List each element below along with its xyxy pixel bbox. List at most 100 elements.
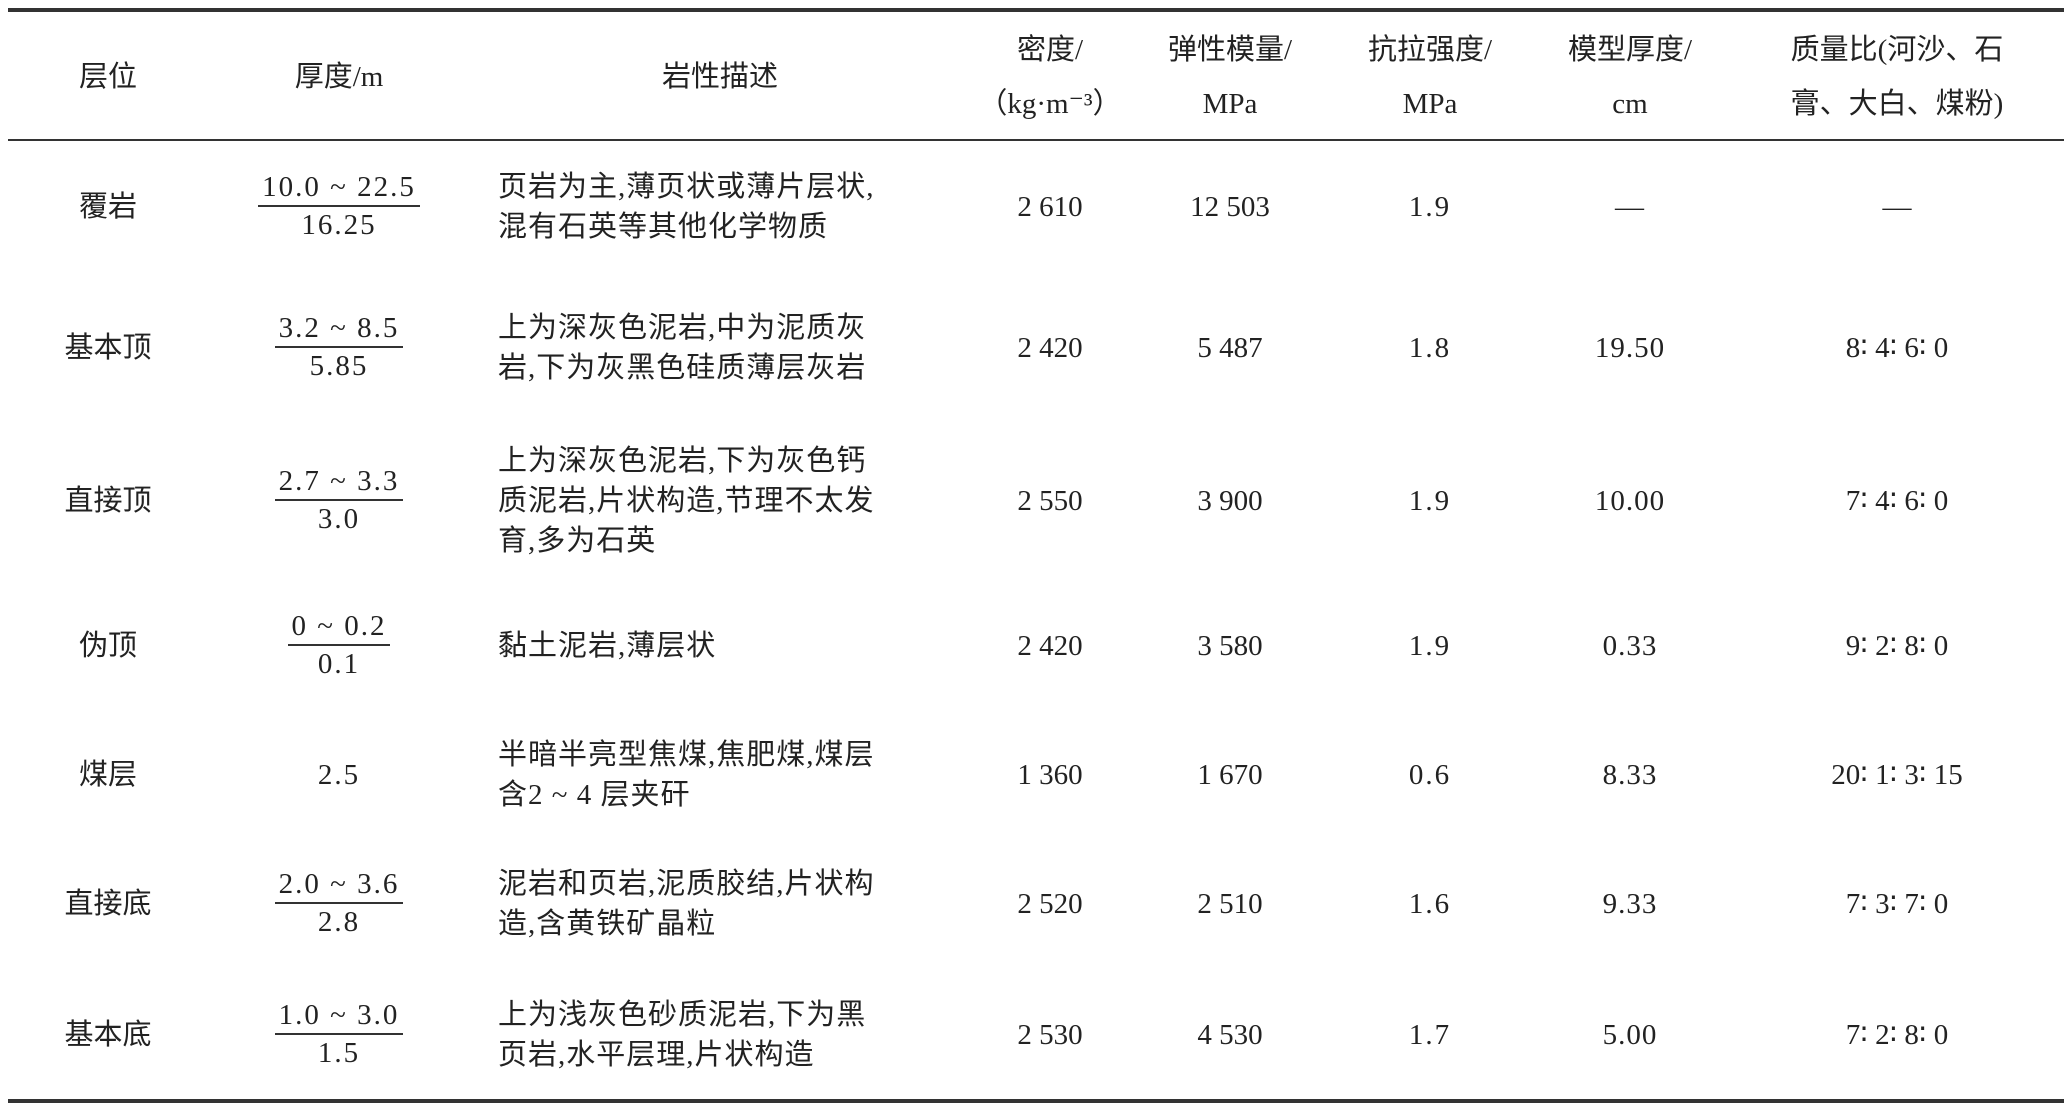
header-elastic-modulus-line: 弹性模量/ — [1167, 33, 1293, 66]
elastic-modulus-cell: 12 503 — [1190, 191, 1270, 223]
density-cell: 2 420 — [1017, 630, 1083, 662]
model-thickness-cell: 5.00 — [1602, 1019, 1658, 1051]
header-model-thickness: 模型厚度/cm — [1530, 13, 1730, 140]
thickness-cell: 2.7 ~ 3.3 3.0 — [208, 422, 470, 580]
tensile-strength-cell: 1.9 — [1408, 630, 1452, 662]
header-thickness-line: 厚度/m — [294, 60, 384, 93]
header-elastic-modulus: 弹性模量/MPa — [1130, 13, 1330, 140]
thickness-range: 1.0 ~ 3.0 — [274, 997, 404, 1035]
lithology-cell: 上为深灰色泥岩,下为灰色钙质泥岩,片状构造,节理不太发育,多为石英 — [498, 445, 875, 557]
header-tensile-strength-line: MPa — [1402, 87, 1458, 120]
elastic-modulus-cell: 4 530 — [1197, 1019, 1263, 1051]
thickness-average: 5.85 — [309, 350, 369, 382]
thickness-fraction: 2.0 ~ 3.6 2.8 — [274, 866, 404, 940]
header-model-thickness-line: cm — [1612, 87, 1648, 120]
elastic-modulus-cell: 2 510 — [1197, 887, 1263, 920]
mass-ratio-cell: 20∶ 1∶ 3∶ 15 — [1831, 758, 1963, 791]
density-cell: 1 360 — [1017, 758, 1083, 791]
model-thickness-cell: 9.33 — [1602, 887, 1658, 920]
tensile-strength-cell: 1.9 — [1408, 191, 1452, 223]
elastic-modulus-cell: 1 670 — [1197, 758, 1263, 791]
mass-ratio-cell: 7∶ 4∶ 6∶ 0 — [1845, 485, 1949, 517]
header-density: 密度/ （kg·m⁻³） — [970, 13, 1130, 140]
thickness-cell: 2.0 ~ 3.6 2.8 — [208, 837, 470, 970]
table-row: 覆岩 10.0 ~ 22.5 16.25 页岩为主,薄页状或薄片层状,混有石英等其他化… — [8, 140, 2064, 274]
mass-ratio-cell: 7∶ 2∶ 8∶ 0 — [1845, 1019, 1949, 1051]
model-thickness-cell: 19.50 — [1594, 332, 1666, 364]
thickness-cell: 1.0 ~ 3.0 1.5 — [208, 970, 470, 1100]
lithology-cell: 页岩为主,薄页状或薄片层状,混有石英等其他化学物质 — [498, 171, 875, 243]
thickness-average: 16.25 — [301, 209, 377, 241]
header-layer: 层位 — [8, 13, 208, 140]
thickness-average: 0.1 — [317, 648, 361, 680]
bottom-rule — [8, 1099, 2064, 1103]
header-mass-ratio-line: 质量比(河沙、石 — [1790, 33, 2004, 66]
thickness-range: 2.7 ~ 3.3 — [274, 463, 404, 501]
header-elastic-modulus-line: MPa — [1202, 87, 1258, 120]
thickness-cell: 10.0 ~ 22.5 16.25 — [208, 140, 470, 274]
thickness-average: 1.5 — [317, 1037, 361, 1069]
thickness-range: 3.2 ~ 8.5 — [274, 310, 404, 348]
tensile-strength-cell: 1.8 — [1408, 332, 1452, 364]
thickness-cell: 2.5 — [317, 758, 361, 791]
table-row: 煤层 2.5 半暗半亮型焦煤,焦肥煤,煤层含2 ~ 4 层夹矸 1 360 1 670 0… — [8, 712, 2064, 837]
elastic-modulus-cell: 5 487 — [1197, 332, 1263, 364]
thickness-fraction: 0 ~ 0.2 0.1 — [287, 608, 391, 682]
elastic-modulus-cell: 3 900 — [1197, 485, 1263, 517]
lithology-cell: 半暗半亮型焦煤,焦肥煤,煤层含2 ~ 4 层夹矸 — [498, 738, 875, 811]
header-density-line: 密度/ — [1016, 33, 1084, 66]
model-thickness-cell: — — [1615, 191, 1645, 223]
lithology-cell: 上为浅灰色砂质泥岩,下为黑页岩,水平层理,片状构造 — [498, 999, 867, 1071]
layer-cell: 基本底 — [64, 1019, 152, 1051]
tensile-strength-cell: 0.6 — [1408, 758, 1452, 791]
header-row: 层位 厚度/m 岩性描述 密度/（kg·m⁻³） 弹性模量/MPa 抗拉强度/MPa 模型厚… — [8, 13, 2064, 140]
thickness-average: 3.0 — [317, 503, 361, 535]
model-thickness-cell: 8.33 — [1602, 758, 1658, 791]
mass-ratio-cell: 9∶ 2∶ 8∶ 0 — [1845, 630, 1949, 662]
table-row: 直接顶 2.7 ~ 3.3 3.0 上为深灰色泥岩,下为灰色钙质泥岩,片状构造,节理不… — [8, 422, 2064, 580]
top-rule — [8, 8, 2064, 12]
layer-cell: 直接底 — [64, 887, 152, 920]
table-row: 基本底 1.0 ~ 3.0 1.5 上为浅灰色砂质泥岩,下为黑页岩,水平层理,片状构造… — [8, 970, 2064, 1100]
lithology-cell: 上为深灰色泥岩,中为泥质灰岩,下为灰黑色硅质薄层灰岩 — [498, 312, 867, 384]
thickness-cell: 3.2 ~ 8.5 5.85 — [208, 274, 470, 422]
header-mass-ratio-line: 膏、大白、煤粉) — [1790, 87, 2004, 120]
thickness-fraction: 3.2 ~ 8.5 5.85 — [274, 310, 404, 384]
header-tensile-strength: 抗拉强度/MPa — [1330, 13, 1530, 140]
header-lithology-line: 岩性描述 — [661, 60, 778, 93]
thickness-range: 10.0 ~ 22.5 — [258, 169, 420, 207]
density-cell: 2 530 — [1017, 1019, 1083, 1051]
density-cell: 2 610 — [1017, 191, 1083, 223]
thickness-range: 2.0 ~ 3.6 — [274, 866, 404, 904]
layer-cell: 基本顶 — [64, 332, 152, 364]
table-row: 直接底 2.0 ~ 3.6 2.8 泥岩和页岩,泥质胶结,片状构造,含黄铁矿晶粒 2 5… — [8, 837, 2064, 970]
header-thickness: 厚度/m — [208, 13, 470, 140]
header-layer-line: 层位 — [78, 60, 137, 93]
layer-cell: 煤层 — [78, 758, 137, 791]
elastic-modulus-cell: 3 580 — [1197, 630, 1263, 662]
model-thickness-cell: 0.33 — [1602, 630, 1658, 662]
tensile-strength-cell: 1.7 — [1408, 1019, 1452, 1051]
header-mass-ratio: 质量比(河沙、石 膏、大白、煤粉) — [1730, 13, 2064, 140]
layer-cell: 直接顶 — [64, 485, 152, 517]
header-model-thickness-line: 模型厚度/ — [1567, 33, 1693, 66]
thickness-average: 2.8 — [317, 905, 361, 938]
thickness-fraction: 2.7 ~ 3.3 3.0 — [274, 463, 404, 537]
density-cell: 2 420 — [1017, 332, 1083, 364]
mass-ratio-cell: 8∶ 4∶ 6∶ 0 — [1845, 332, 1949, 364]
thickness-range: 0 ~ 0.2 — [287, 608, 391, 646]
lithology-cell: 黏土泥岩,薄层状 — [498, 630, 717, 662]
header-rule — [8, 139, 2064, 141]
tensile-strength-cell: 1.9 — [1408, 485, 1452, 517]
mass-ratio-cell: 7∶ 3∶ 7∶ 0 — [1845, 887, 1949, 920]
header-density-line: （kg·m⁻³） — [978, 87, 1122, 120]
header-tensile-strength-line: 抗拉强度/ — [1367, 33, 1493, 66]
thickness-cell: 0 ~ 0.2 0.1 — [208, 580, 470, 712]
density-cell: 2 520 — [1017, 887, 1083, 920]
mass-ratio-cell: — — [1882, 191, 1912, 223]
model-thickness-cell: 10.00 — [1594, 485, 1666, 517]
tensile-strength-cell: 1.6 — [1408, 887, 1452, 920]
thickness-fraction: 10.0 ~ 22.5 16.25 — [258, 169, 420, 243]
density-cell: 2 550 — [1017, 485, 1083, 517]
layer-cell: 覆岩 — [78, 191, 137, 223]
